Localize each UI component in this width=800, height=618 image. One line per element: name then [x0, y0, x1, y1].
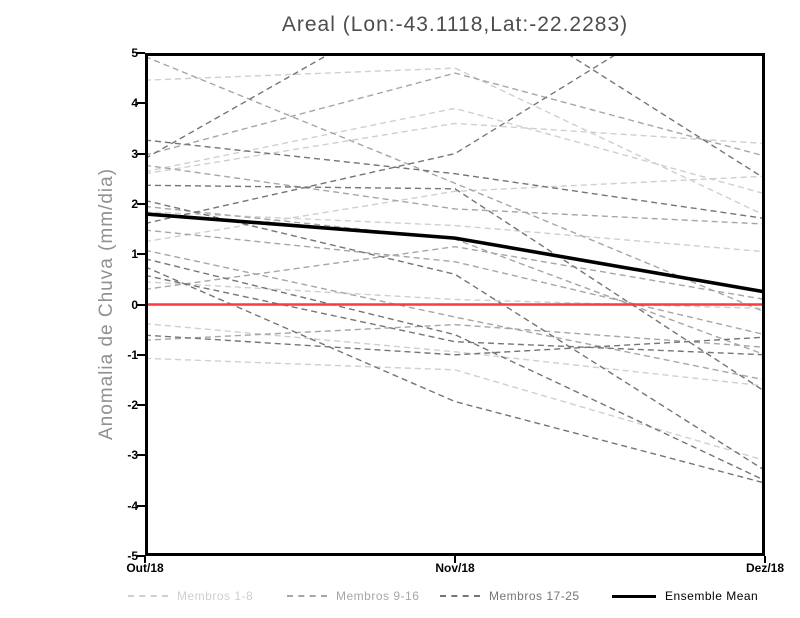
legend-label: Membros 1-8	[177, 589, 254, 603]
y-tick-label: 0	[131, 297, 138, 312]
y-tick-label: -5	[127, 549, 138, 563]
y-tick-label: -4	[127, 498, 138, 513]
member-line	[145, 184, 765, 393]
y-tick-mark	[137, 102, 145, 105]
y-tick-label: 5	[131, 46, 138, 60]
chart-title: Areal (Lon:-43.1118,Lat:-22.2283)	[281, 13, 629, 36]
x-tick-label-dez18: Dez/18	[745, 561, 785, 575]
y-tick-mark	[137, 152, 145, 155]
member-line	[145, 55, 765, 313]
solid-line-swatch-icon	[612, 594, 656, 598]
member-line	[145, 53, 765, 180]
y-tick-mark	[137, 454, 145, 457]
plot-svg	[145, 53, 765, 556]
dashed-line-swatch-icon	[440, 595, 480, 597]
legend-item-membros-17-25: Membros 17-25	[440, 589, 580, 603]
member-line	[145, 122, 765, 175]
y-tick-label: 2	[131, 196, 138, 211]
member-line	[145, 245, 765, 301]
legend-label: Membros 17-25	[489, 589, 580, 603]
y-tick-mark	[137, 404, 145, 407]
member-line	[145, 322, 765, 387]
member-line	[145, 139, 765, 220]
y-tick-mark	[137, 52, 145, 54]
x-tick-label-out18: Out/18	[126, 561, 164, 575]
member-line	[145, 249, 765, 381]
member-line	[145, 199, 765, 472]
member-line	[145, 229, 765, 336]
y-tick-mark	[137, 555, 145, 557]
member-line	[145, 175, 765, 243]
member-line	[145, 67, 765, 217]
dashed-line-swatch-icon	[128, 595, 168, 597]
x-tick-mark	[144, 556, 146, 563]
member-line	[145, 211, 765, 253]
x-tick-mark	[764, 556, 766, 563]
y-tick-label: -3	[127, 448, 138, 463]
dashed-line-swatch-icon	[287, 595, 327, 597]
legend: Membros 1-8 Membros 9-16 Membros 17-25 E…	[0, 589, 800, 607]
member-line	[145, 72, 765, 157]
x-tick-label-nov18: Nov/18	[435, 561, 475, 575]
legend-label: Ensemble Mean	[665, 589, 759, 603]
member-line	[145, 266, 765, 484]
y-tick-mark	[137, 353, 145, 356]
legend-item-membros-1-8: Membros 1-8	[128, 589, 253, 603]
member-line	[145, 164, 765, 225]
plot-area	[145, 53, 765, 556]
y-tick-mark	[137, 202, 145, 205]
y-tick-mark	[137, 303, 145, 306]
member-line	[145, 53, 620, 225]
y-tick-label: -1	[127, 347, 138, 362]
plot-frame	[145, 53, 765, 556]
member-line	[145, 357, 765, 462]
member-line	[145, 274, 765, 356]
x-tick-mark	[454, 556, 456, 563]
y-tick-mark	[137, 253, 145, 256]
y-tick-label: 3	[131, 146, 138, 161]
y-tick-label: -2	[127, 398, 138, 413]
ensemble-mean-line	[145, 212, 765, 294]
y-tick-label: 4	[131, 96, 138, 111]
member-line	[145, 334, 765, 356]
y-tick-label: 1	[131, 247, 138, 262]
member-line	[145, 323, 765, 348]
legend-item-ensemble-mean: Ensemble Mean	[612, 589, 758, 603]
legend-item-membros-9-16: Membros 9-16	[287, 589, 419, 603]
y-tick-mark	[137, 504, 145, 507]
legend-label: Membros 9-16	[336, 589, 420, 603]
member-line	[145, 281, 765, 310]
